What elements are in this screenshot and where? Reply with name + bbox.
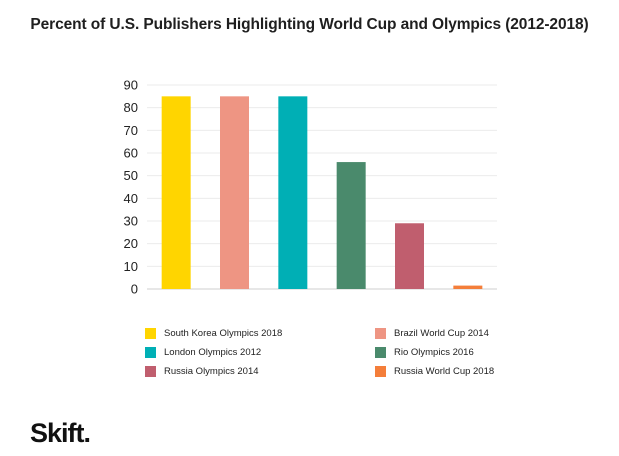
chart-legend: South Korea Olympics 2018 Brazil World Cu…: [145, 326, 545, 386]
legend-label: Brazil World Cup 2014: [394, 327, 489, 339]
legend-item: Russia World Cup 2018: [375, 364, 494, 378]
y-tick-label: 60: [124, 146, 138, 161]
skift-logo: Skift.: [30, 418, 91, 448]
y-tick-label: 10: [124, 259, 138, 274]
y-tick-label: 30: [124, 214, 138, 229]
legend-swatch: [375, 365, 386, 377]
legend-item: London Olympics 2012: [145, 345, 261, 359]
y-tick-label: 70: [124, 123, 138, 138]
bar: [220, 96, 249, 289]
y-tick-label: 20: [124, 236, 138, 251]
y-tick-label: 90: [124, 78, 138, 93]
y-tick-label: 40: [124, 191, 138, 206]
legend-item: Russia Olympics 2014: [145, 364, 259, 378]
bar: [395, 223, 424, 289]
legend-label: London Olympics 2012: [164, 346, 262, 358]
legend-item: Brazil World Cup 2014: [375, 326, 489, 340]
legend-label: South Korea Olympics 2018: [164, 327, 283, 339]
legend-swatch: [375, 346, 386, 358]
legend-swatch: [145, 327, 156, 339]
y-tick-label: 80: [124, 100, 138, 115]
y-tick-label: 0: [131, 282, 138, 297]
chart-title: Percent of U.S. Publishers Highlighting …: [30, 16, 589, 33]
bar: [161, 96, 191, 289]
bar: [278, 96, 308, 289]
legend-item: Rio Olympics 2016: [375, 345, 474, 359]
legend-swatch: [375, 327, 386, 339]
y-tick-label: 50: [124, 168, 138, 183]
legend-swatch: [145, 346, 156, 358]
bar: [453, 285, 483, 289]
legend-label: Russia World Cup 2018: [394, 365, 495, 377]
legend-label: Rio Olympics 2016: [394, 346, 474, 358]
bar: [336, 162, 366, 289]
legend-item: South Korea Olympics 2018: [145, 326, 282, 340]
legend-swatch: [145, 365, 156, 377]
legend-label: Russia Olympics 2014: [164, 365, 259, 377]
